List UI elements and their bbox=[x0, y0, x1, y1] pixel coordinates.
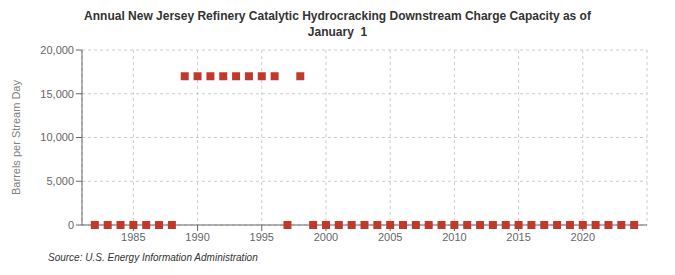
html-text:Annual New Jersey Refinery Cat: Annual New Jersey Refinery Catalytic Hyd… bbox=[84, 9, 591, 39]
svg-text:2010: 2010 bbox=[442, 231, 466, 243]
svg-text:10,000: 10,000 bbox=[40, 131, 74, 143]
svg-text:1990: 1990 bbox=[185, 231, 209, 243]
svg-text:Barrels per Stream Day: Barrels per Stream Day bbox=[10, 80, 22, 195]
html-text:Source: U.S. Energy Informatio: Source: U.S. Energy Information Administ… bbox=[48, 252, 258, 263]
svg-text:20,000: 20,000 bbox=[40, 44, 74, 56]
svg-text:1995: 1995 bbox=[250, 231, 274, 243]
svg-text:2020: 2020 bbox=[571, 231, 595, 243]
svg-text:0: 0 bbox=[68, 219, 74, 231]
svg-text:1985: 1985 bbox=[121, 231, 145, 243]
svg-text:2015: 2015 bbox=[506, 231, 530, 243]
svg-text:2005: 2005 bbox=[378, 231, 402, 243]
svg-text:2000: 2000 bbox=[314, 231, 338, 243]
svg-text:15,000: 15,000 bbox=[40, 88, 74, 100]
svg-text:5,000: 5,000 bbox=[46, 175, 74, 187]
